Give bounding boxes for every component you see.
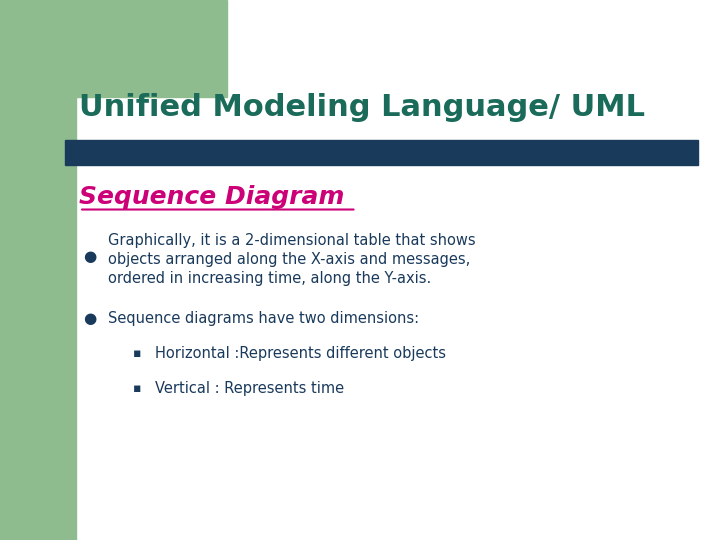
Text: ●: ● <box>83 249 96 264</box>
Text: Graphically, it is a 2-dimensional table that shows: Graphically, it is a 2-dimensional table… <box>108 233 476 248</box>
Text: ●: ● <box>83 311 96 326</box>
Text: ordered in increasing time, along the Y-axis.: ordered in increasing time, along the Y-… <box>108 271 431 286</box>
Text: ▪: ▪ <box>133 347 142 360</box>
Text: Horizontal :Represents different objects: Horizontal :Represents different objects <box>155 346 446 361</box>
Bar <box>65 140 698 165</box>
Text: Unified Modeling Language/ UML: Unified Modeling Language/ UML <box>79 93 645 123</box>
Text: Sequence Diagram: Sequence Diagram <box>79 185 345 209</box>
Text: Sequence diagrams have two dimensions:: Sequence diagrams have two dimensions: <box>108 311 419 326</box>
Text: ▪: ▪ <box>133 382 142 395</box>
Text: Vertical : Represents time: Vertical : Represents time <box>155 381 344 396</box>
Bar <box>0 0 76 540</box>
Bar <box>0 0 227 97</box>
FancyBboxPatch shape <box>58 22 713 535</box>
Text: objects arranged along the X-axis and messages,: objects arranged along the X-axis and me… <box>108 252 470 267</box>
